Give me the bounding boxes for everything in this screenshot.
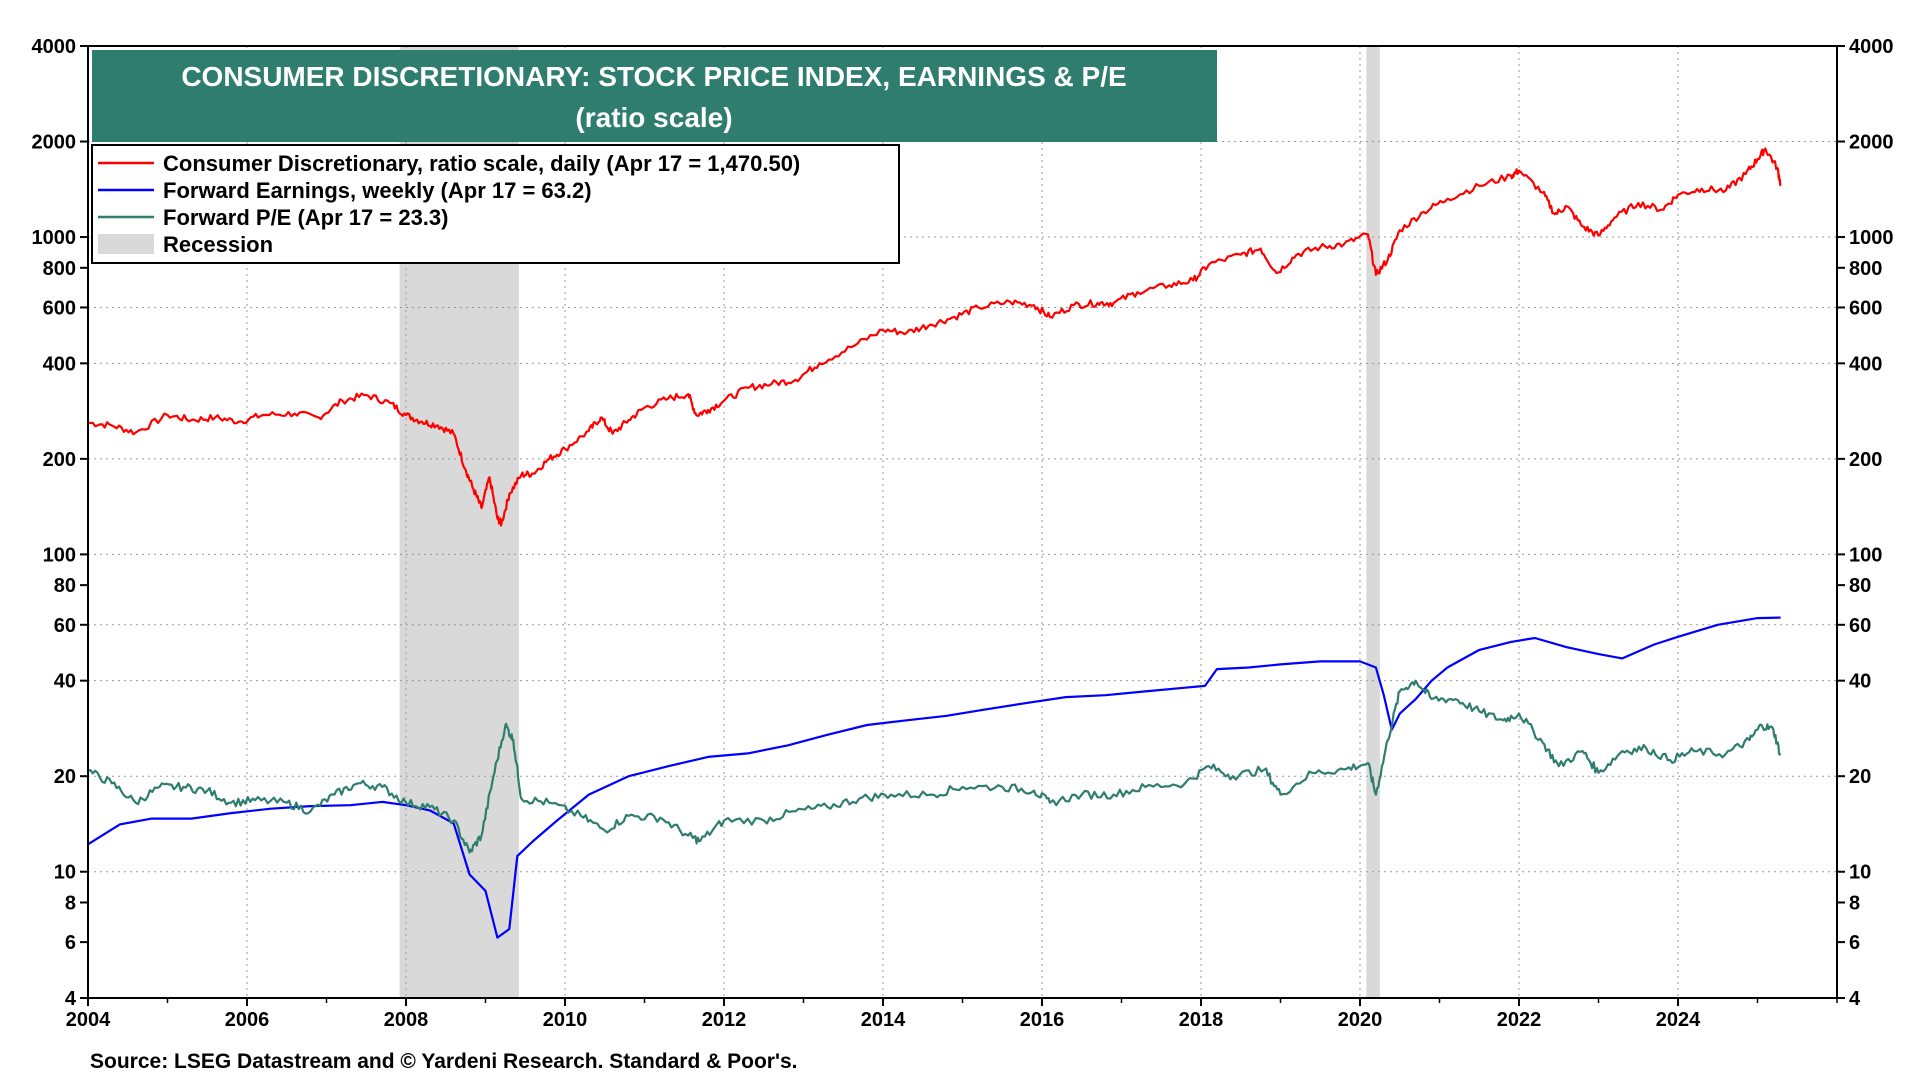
- series-lines: [87, 147, 1782, 939]
- y-tick-label-left-20: 20: [54, 766, 76, 788]
- y-tick-label-right-100: 100: [1849, 544, 1882, 566]
- y-tick-label-left-800: 800: [43, 258, 76, 280]
- legend-swatch-recession: [98, 234, 154, 254]
- legend-label-1: Consumer Discretionary, ratio scale, dai…: [163, 151, 800, 176]
- y-tick-label-right-60: 60: [1849, 615, 1871, 637]
- y-tick-label-left-40: 40: [54, 671, 76, 693]
- y-tick-label-left-60: 60: [54, 615, 76, 637]
- x-tick-label-2022: 2022: [1497, 1009, 1542, 1031]
- grid-lines: [88, 46, 1837, 998]
- y-tick-label-right-2000: 2000: [1849, 132, 1894, 154]
- legend: Consumer Discretionary, ratio scale, dai…: [91, 144, 900, 264]
- y-tick-label-right-200: 200: [1849, 449, 1882, 471]
- x-tick-label-2012: 2012: [702, 1009, 747, 1031]
- y-tick-label-left-80: 80: [54, 575, 76, 597]
- title-background: [92, 50, 1217, 142]
- y-tick-label-left-100: 100: [43, 544, 76, 566]
- y-tick-label-left-10: 10: [54, 862, 76, 884]
- y-tick-label-right-80: 80: [1849, 575, 1871, 597]
- x-tick-label-2006: 2006: [225, 1009, 270, 1031]
- y-tick-label-left-6: 6: [65, 932, 76, 954]
- x-tick-label-2020: 2020: [1338, 1009, 1383, 1031]
- y-tick-label-left-200: 200: [43, 449, 76, 471]
- recession-band-2: [1366, 46, 1380, 998]
- y-tick-label-right-400: 400: [1849, 353, 1882, 375]
- y-tick-label-right-4: 4: [1849, 988, 1861, 1010]
- axis-ticks: 2004 2006 2008 2010 2012 2014 2016 2018 2020 2022…: [32, 36, 1894, 1031]
- title-banner: CONSUMER DISCRETIONARY: STOCK PRICE INDE…: [92, 50, 1217, 142]
- x-tick-label-2016: 2016: [1020, 1009, 1065, 1031]
- y-tick-label-left-1000: 1000: [32, 227, 77, 249]
- y-tick-label-right-600: 600: [1849, 297, 1882, 319]
- y-tick-label-right-10: 10: [1849, 862, 1871, 884]
- chart-title: CONSUMER DISCRETIONARY: STOCK PRICE INDE…: [181, 61, 1126, 92]
- legend-box: [91, 144, 900, 264]
- y-tick-label-left-8: 8: [65, 892, 76, 914]
- series-line-consumer-discretionary: [87, 147, 1782, 527]
- y-tick-label-right-8: 8: [1849, 892, 1860, 914]
- legend-label-2: Forward Earnings, weekly (Apr 17 = 63.2): [163, 178, 592, 203]
- x-tick-label-2014: 2014: [861, 1009, 906, 1031]
- y-tick-label-left-4: 4: [65, 988, 77, 1010]
- source-note: Source: LSEG Datastream and © Yardeni Re…: [90, 1050, 797, 1073]
- legend-label-3: Forward P/E (Apr 17 = 23.3): [163, 205, 448, 230]
- series-line-forward-p-e: [87, 679, 1782, 854]
- x-tick-label-2008: 2008: [384, 1009, 429, 1031]
- x-tick-label-2024: 2024: [1656, 1009, 1701, 1031]
- y-tick-label-left-2000: 2000: [32, 132, 77, 154]
- legend-label-4: Recession: [163, 232, 273, 257]
- y-tick-label-left-600: 600: [43, 297, 76, 319]
- x-tick-label-2004: 2004: [66, 1009, 111, 1031]
- y-tick-label-right-1000: 1000: [1849, 227, 1894, 249]
- x-tick-label-2010: 2010: [543, 1009, 588, 1031]
- y-tick-label-right-40: 40: [1849, 671, 1871, 693]
- y-tick-label-right-800: 800: [1849, 258, 1882, 280]
- series-line-forward-earnings: [87, 616, 1781, 939]
- y-tick-label-right-6: 6: [1849, 932, 1860, 954]
- y-tick-label-left-400: 400: [43, 353, 76, 375]
- x-tick-label-2018: 2018: [1179, 1009, 1224, 1031]
- chart-subtitle: (ratio scale): [575, 102, 732, 133]
- y-tick-label-right-20: 20: [1849, 766, 1871, 788]
- y-tick-label-right-4000: 4000: [1849, 36, 1894, 58]
- y-tick-label-left-4000: 4000: [32, 36, 77, 58]
